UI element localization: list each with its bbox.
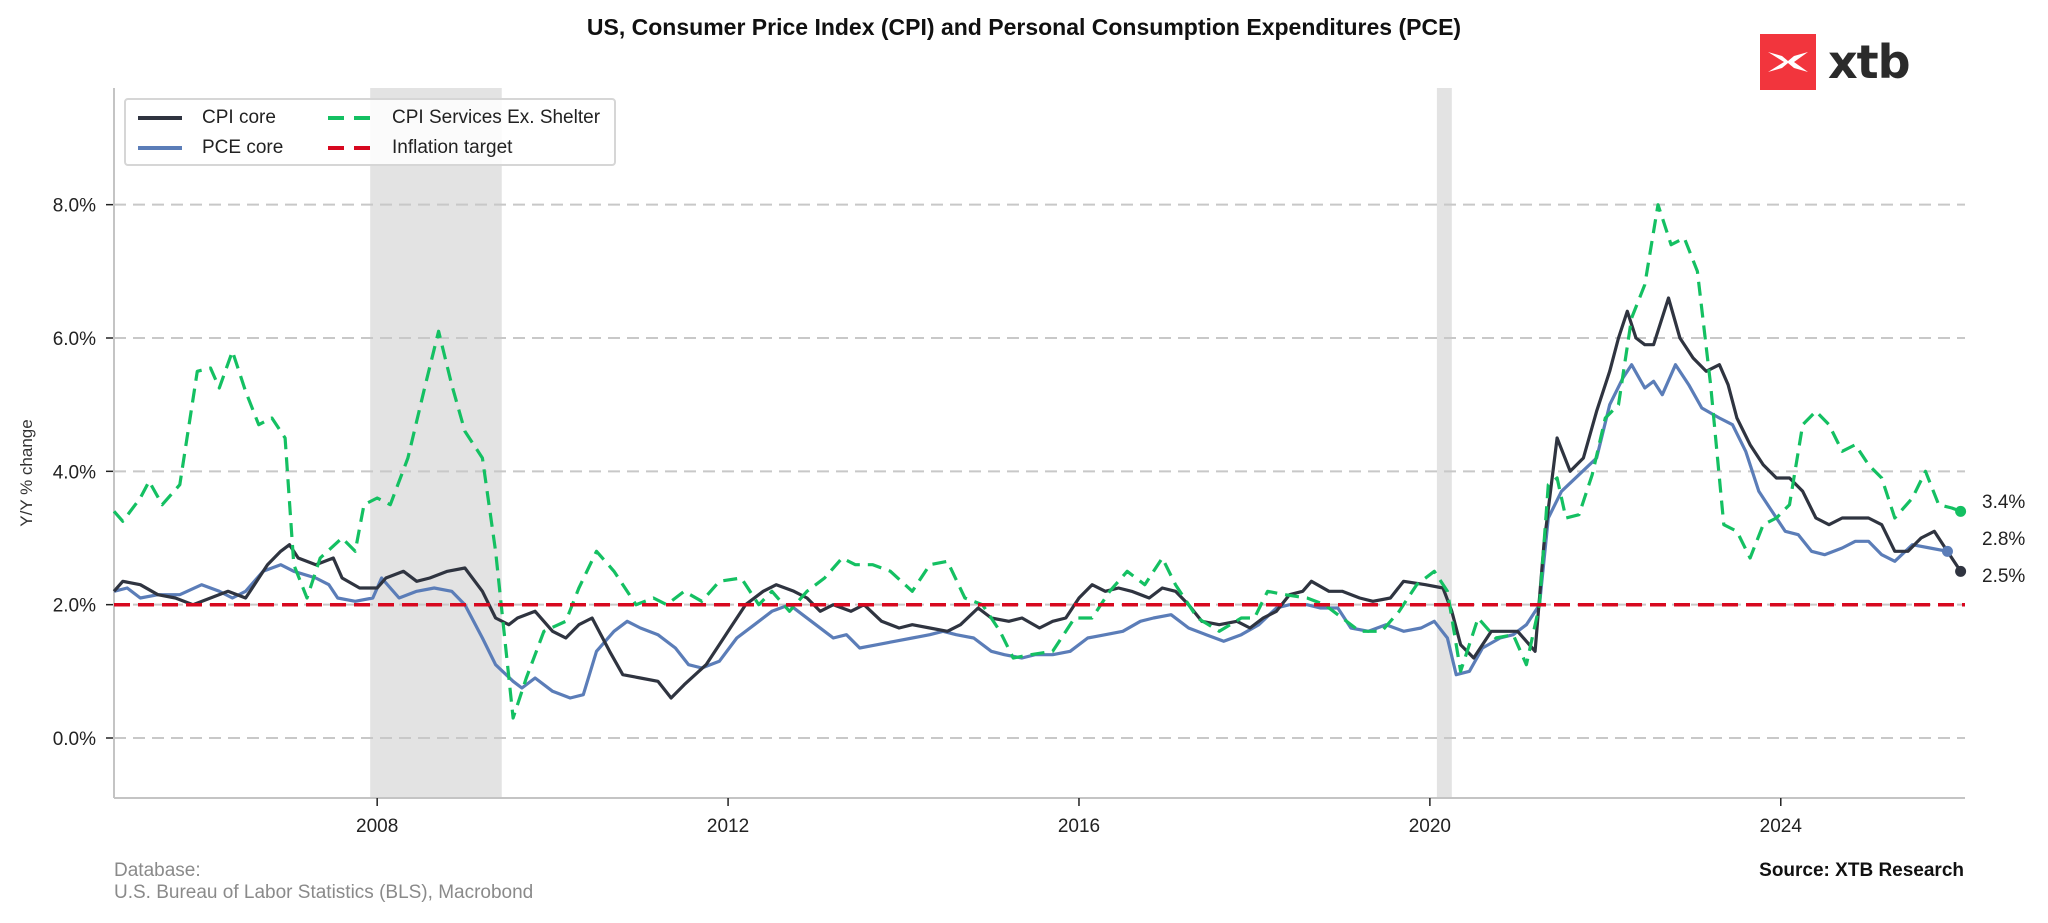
legend-item-cpi-services: CPI Services Ex. Shelter: [328, 107, 600, 129]
legend-item-inflation-target: Inflation target: [328, 137, 512, 159]
series-line-pce-core: [113, 363, 1948, 700]
recession-shade: [370, 88, 502, 798]
y-tick-label: 2.0%: [53, 596, 96, 617]
legend-item-pce-core: PCE core: [138, 137, 283, 159]
end-value-label: 2.5%: [1982, 566, 2025, 587]
database-value: U.S. Bureau of Labor Statistics (BLS), M…: [114, 882, 534, 903]
series-line-cpi-core: [112, 296, 1962, 700]
database-note: Database: U.S. Bureau of Labor Statistic…: [114, 860, 533, 904]
x-tick-label: 2024: [1760, 816, 1803, 837]
legend: CPI core CPI Services Ex. Shelter PCE co…: [124, 98, 616, 166]
y-tick-label: 4.0%: [53, 462, 96, 483]
xtb-logo: xtb: [1760, 34, 1911, 90]
y-tick-label: 6.0%: [53, 329, 96, 350]
source-note: Source: XTB Research: [1759, 860, 1964, 881]
legend-label: PCE core: [202, 137, 284, 158]
legend-label: Inflation target: [392, 137, 513, 158]
legend-swatch-pce-core: [138, 146, 182, 150]
legend-label: CPI core: [202, 107, 276, 128]
database-label: Database:: [114, 860, 201, 881]
legend-item-cpi-core: CPI core: [138, 107, 276, 129]
end-marker-cpi-core: [1955, 565, 1967, 577]
end-marker-cpi-services: [1955, 505, 1967, 517]
y-tick-label: 0.0%: [53, 729, 96, 750]
legend-swatch-cpi-core: [138, 116, 182, 120]
end-value-label: 2.8%: [1982, 529, 2025, 550]
x-tick-label: 2016: [1058, 816, 1100, 837]
y-tick-label: 8.0%: [53, 196, 96, 217]
x-tick-label: 2020: [1409, 816, 1451, 837]
legend-swatch-cpi-services: [328, 116, 372, 120]
chart-title: US, Consumer Price Index (CPI) and Perso…: [586, 14, 1462, 40]
series-line-cpi-services: [112, 203, 1962, 720]
x-tick-label: 2008: [356, 816, 398, 837]
legend-swatch-inflation-target: [328, 146, 372, 150]
end-value-label: 3.4%: [1982, 492, 2025, 513]
recession-shade: [1436, 88, 1452, 798]
logo-text: xtb: [1828, 35, 1911, 89]
xtb-x-logo-icon: [1760, 34, 1816, 90]
x-tick-label: 2012: [707, 816, 749, 837]
y-axis-label: Y/Y % change: [17, 419, 36, 526]
legend-label: CPI Services Ex. Shelter: [392, 107, 601, 128]
end-marker-pce-core: [1941, 545, 1953, 557]
